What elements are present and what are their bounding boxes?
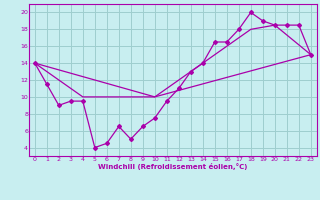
X-axis label: Windchill (Refroidissement éolien,°C): Windchill (Refroidissement éolien,°C) (98, 163, 247, 170)
